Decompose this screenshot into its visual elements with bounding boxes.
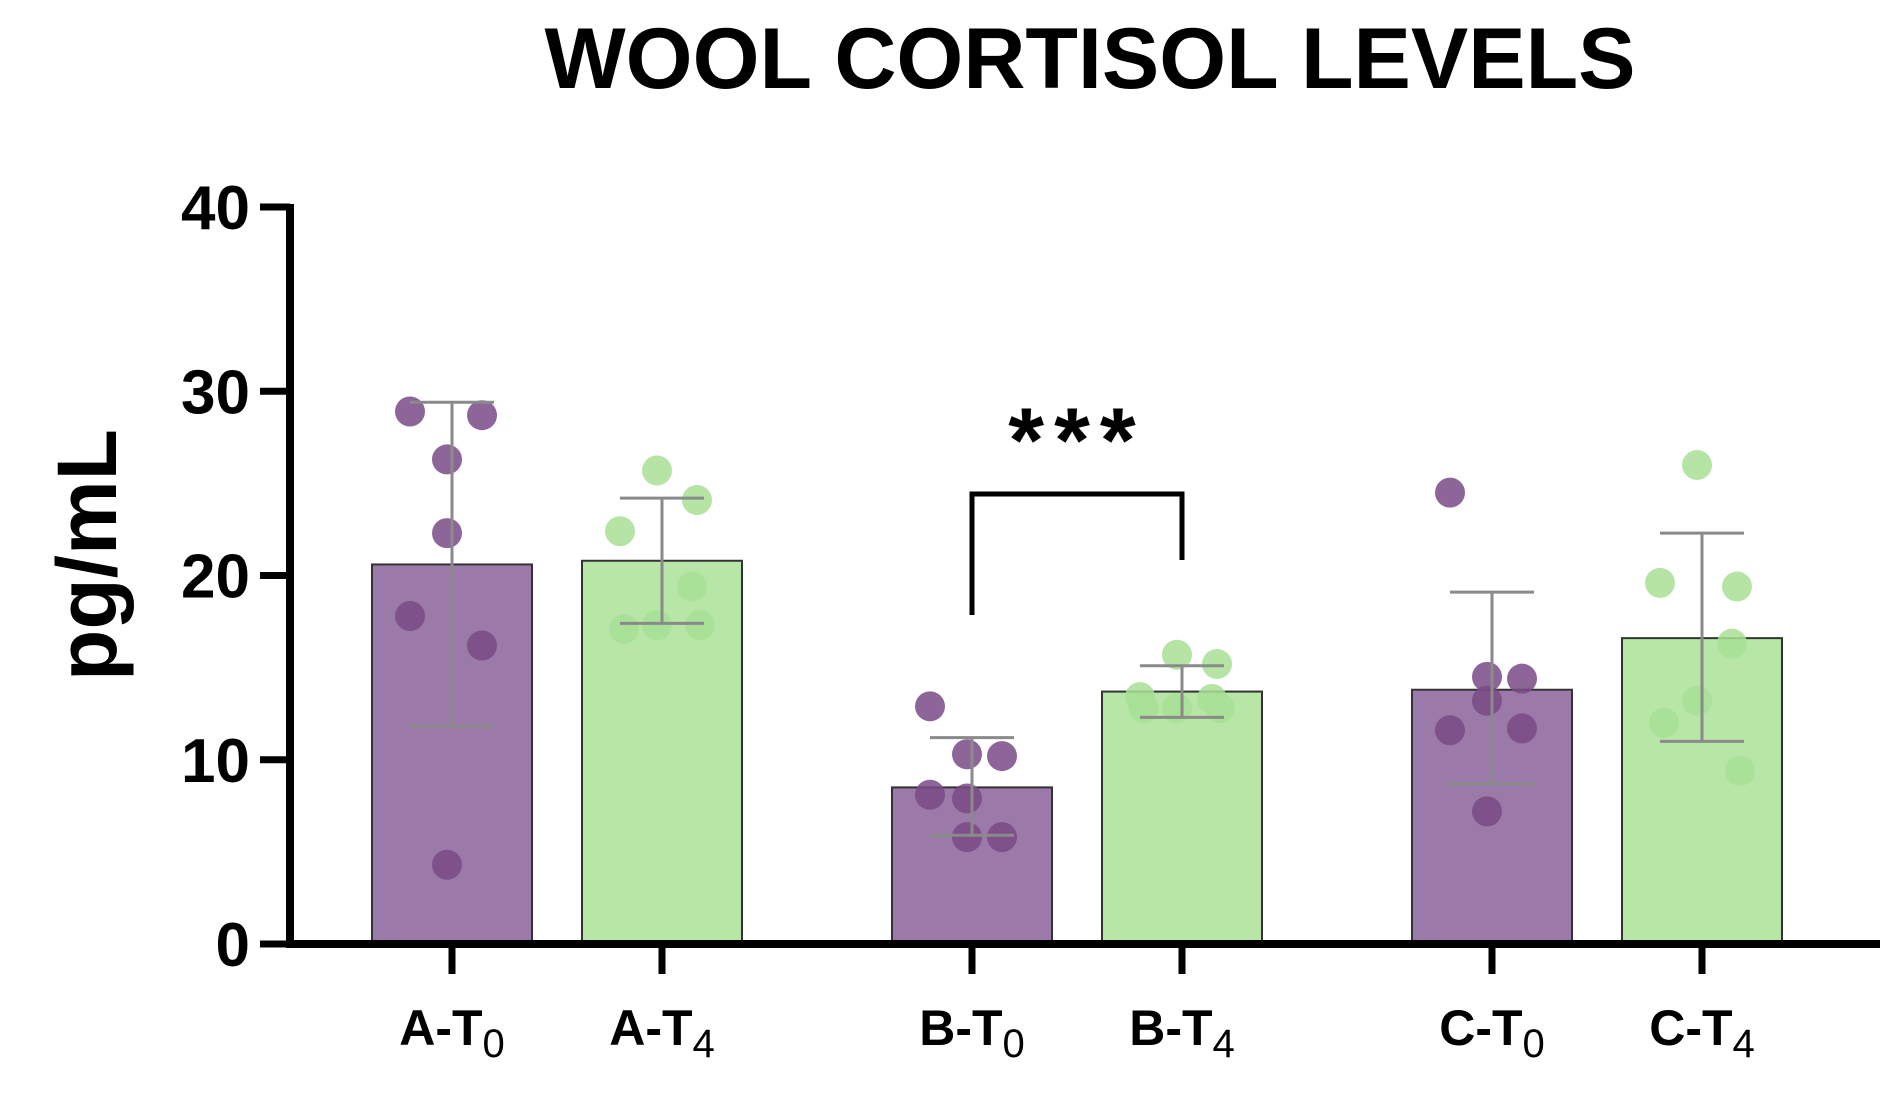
data-point [952, 739, 982, 770]
data-point [432, 518, 462, 549]
data-point [1507, 663, 1537, 694]
data-point [432, 849, 462, 880]
data-point [432, 444, 462, 475]
data-point [1472, 685, 1502, 716]
data-point [915, 779, 945, 810]
data-point [987, 822, 1017, 853]
data-point [1722, 571, 1752, 602]
y-tick-label: 20 [181, 543, 250, 612]
data-point [395, 396, 425, 427]
data-point [1649, 707, 1679, 738]
data-point [1725, 755, 1755, 786]
x-tick-label: A-T0 [399, 1000, 505, 1066]
data-point [1162, 639, 1192, 670]
data-point [642, 455, 672, 486]
data-point [1507, 713, 1537, 744]
x-tick-label: A-T4 [609, 1000, 715, 1066]
data-point [682, 484, 712, 515]
data-point [685, 610, 715, 641]
data-point [677, 571, 707, 602]
data-point [1202, 648, 1232, 679]
data-point [605, 516, 635, 547]
data-point [642, 610, 672, 641]
data-point [1472, 796, 1502, 827]
bar-3 [1101, 690, 1263, 946]
data-point [395, 601, 425, 632]
data-point [952, 783, 982, 814]
data-point [987, 741, 1017, 772]
data-point [467, 400, 497, 431]
data-point [1682, 449, 1712, 480]
significance-bracket [969, 491, 1185, 615]
data-point [1435, 477, 1465, 508]
x-tick-label: B-T4 [1129, 1000, 1235, 1066]
chart-title: WOOL CORTISOL LEVELS [545, 11, 1636, 107]
data-point [1129, 693, 1159, 724]
data-point [1162, 693, 1192, 724]
data-point [1682, 685, 1712, 716]
data-point [467, 630, 497, 661]
data-point [1472, 661, 1502, 692]
data-point [1717, 628, 1747, 659]
data-point [1205, 693, 1235, 724]
x-tick-label: B-T0 [919, 1000, 1025, 1066]
data-point [915, 691, 945, 722]
y-tick-label: 40 [181, 174, 250, 243]
data-point [609, 613, 639, 644]
significance-label: *** [1008, 390, 1145, 492]
y-tick-label: 10 [181, 727, 250, 796]
y-tick-label: 30 [181, 358, 250, 427]
x-tick-label: C-T0 [1439, 1000, 1545, 1066]
plot-area: 0 10 20 30 40 A-T0 A-T4 B-T0 B-T4 C-T0 C-T4 *** [181, 174, 1880, 1066]
y-axis-label: pg/mL [40, 429, 134, 681]
x-tick-label: C-T4 [1649, 1000, 1755, 1066]
data-point [1645, 567, 1675, 598]
y-tick-label: 0 [216, 911, 250, 980]
data-point [1435, 715, 1465, 746]
data-point [952, 822, 982, 853]
